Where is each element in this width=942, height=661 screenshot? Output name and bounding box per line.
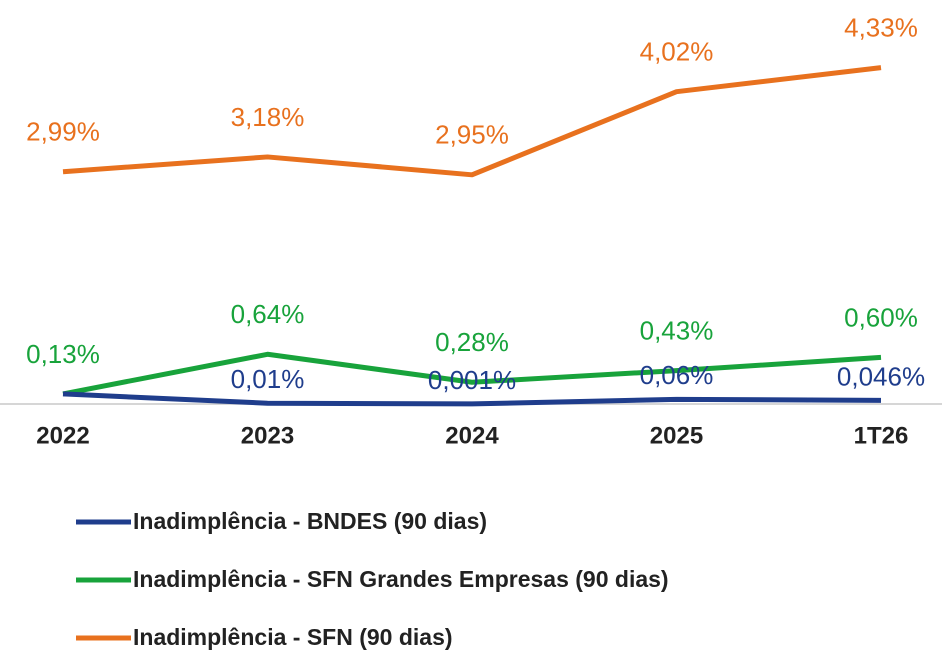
value-label: 4,02% bbox=[640, 37, 714, 67]
x-tick-label: 1T26 bbox=[854, 422, 909, 449]
value-label: 0,43% bbox=[640, 315, 714, 345]
value-label: 0,01% bbox=[231, 364, 305, 394]
legend-label: Inadimplência - SFN Grandes Empresas (90… bbox=[133, 566, 669, 592]
series-line bbox=[62, 351, 882, 397]
value-label: 4,33% bbox=[844, 12, 918, 42]
value-label: 0,60% bbox=[844, 302, 918, 332]
series-line bbox=[62, 65, 882, 178]
legend-label: Inadimplência - SFN (90 dias) bbox=[133, 624, 453, 650]
legend-label: Inadimplência - BNDES (90 dias) bbox=[133, 508, 487, 534]
series-line bbox=[62, 391, 882, 407]
x-tick-label: 2022 bbox=[36, 422, 89, 449]
value-label: 2,99% bbox=[26, 117, 100, 147]
value-label: 0,001% bbox=[428, 365, 516, 395]
value-label: 0,28% bbox=[435, 327, 509, 357]
value-label: 3,18% bbox=[231, 102, 305, 132]
value-label: 0,64% bbox=[231, 299, 305, 329]
value-label: 0,13% bbox=[26, 339, 100, 369]
value-label: 2,95% bbox=[435, 120, 509, 150]
value-label: 0,06% bbox=[640, 360, 714, 390]
x-tick-label: 2024 bbox=[445, 422, 499, 449]
value-label: 0,046% bbox=[837, 361, 925, 391]
x-tick-label: 2023 bbox=[241, 422, 294, 449]
x-tick-label: 2025 bbox=[650, 422, 703, 449]
